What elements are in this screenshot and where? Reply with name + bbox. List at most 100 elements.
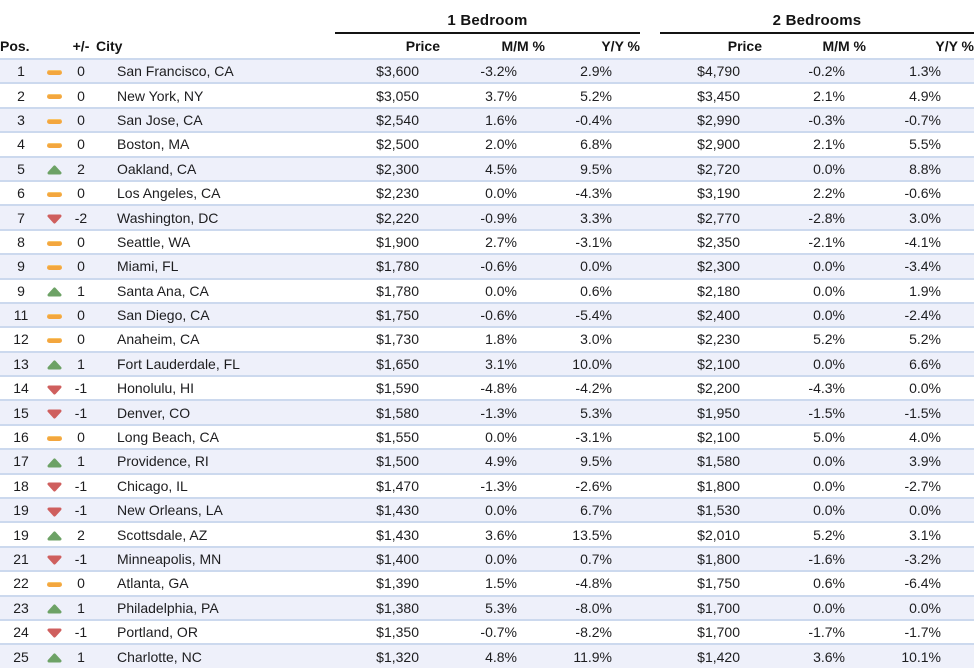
change-value: 0 — [77, 185, 85, 202]
br2-yy-pct: -4.1% — [904, 233, 942, 250]
pos-value: 23 — [13, 599, 29, 616]
br2-mm-pct: -1.7% — [808, 624, 845, 641]
br2-yy-pct: 1.9% — [909, 282, 942, 299]
br2-mm-pct: 0.0% — [813, 477, 845, 494]
up-arrow-icon — [47, 360, 61, 370]
table-row: 23 1 Philadelphia, PA $1,380 5.3% -8.0% $1,700… — [0, 595, 974, 620]
br2-yy-pct: -2.4% — [904, 307, 942, 324]
br2-price: $2,400 — [697, 307, 740, 324]
trend-cell — [42, 449, 66, 473]
group-gap — [640, 376, 660, 400]
br2-mm-pct: 0.6% — [813, 575, 845, 592]
br1-mm-pct: 4.9% — [485, 453, 517, 470]
br1-yy-pct: -3.1% — [575, 429, 612, 446]
br1-price: $1,590 — [376, 380, 419, 397]
br1-price: $1,390 — [376, 575, 419, 592]
city-name: Atlanta, GA — [117, 575, 189, 592]
br2-yy-pct: -2.7% — [904, 477, 942, 494]
br2-price: $1,800 — [697, 477, 740, 494]
br1-mm-pct: 3.6% — [485, 526, 517, 543]
table-row: 16 0 Long Beach, CA $1,550 0.0% -3.1% $2,100 5.… — [0, 424, 974, 450]
flat-dash-icon — [46, 143, 62, 149]
br1-price: $1,650 — [376, 355, 419, 372]
br1-yy-pct: 13.5% — [572, 526, 612, 543]
br1-yy-pct: 0.6% — [580, 282, 612, 299]
br2-price: $1,700 — [697, 599, 740, 616]
br2-price: $2,180 — [697, 282, 740, 299]
group-gap — [640, 279, 660, 303]
br2-price: $3,190 — [697, 185, 740, 202]
city-name: Portland, OR — [117, 624, 198, 641]
group-gap — [640, 474, 660, 498]
br1-mm-pct: 0.0% — [485, 185, 517, 202]
column-header-trend — [42, 33, 66, 59]
pos-value: 3 — [17, 111, 25, 128]
table-row: 24 -1 Portland, OR $1,350 -0.7% -8.2% $1,700 -1… — [0, 619, 974, 645]
br1-mm-pct: -3.2% — [480, 63, 517, 80]
trend-cell — [42, 547, 66, 571]
down-arrow-icon — [47, 385, 61, 395]
group-header-1-bedroom: 1 Bedroom — [335, 0, 640, 34]
trend-cell — [42, 596, 66, 620]
br2-mm-pct: -2.1% — [808, 233, 845, 250]
change-value: 0 — [77, 258, 85, 275]
trend-cell — [42, 83, 66, 107]
table-row: 17 1 Providence, RI $1,500 4.9% 9.5% $1,580 0.0… — [0, 449, 974, 474]
br2-mm-pct: 3.6% — [813, 649, 845, 666]
change-value: -1 — [74, 477, 88, 494]
group-gap — [640, 547, 660, 571]
city-name: New Orleans, LA — [117, 502, 223, 519]
br1-yy-pct: 9.5% — [580, 160, 612, 177]
table-row: 8 0 Seattle, WA $1,900 2.7% -3.1% $2,350 -2.1% -… — [0, 229, 974, 255]
br1-mm-pct: -0.9% — [480, 209, 517, 226]
flat-dash-icon — [46, 265, 62, 271]
column-header-change: +/- — [72, 37, 90, 54]
br2-mm-pct: 0.0% — [813, 453, 845, 470]
br2-mm-pct: 2.2% — [813, 185, 845, 202]
br1-price: $2,220 — [376, 209, 419, 226]
pos-value: 16 — [13, 429, 29, 446]
trend-cell — [42, 522, 66, 546]
br1-yy-pct: 5.3% — [580, 404, 612, 421]
up-arrow-icon — [47, 287, 61, 297]
group-gap — [640, 327, 660, 351]
br2-yy-pct: -1.5% — [904, 404, 942, 421]
change-value: 0 — [77, 331, 85, 348]
change-value: -1 — [74, 551, 88, 567]
br2-price: $2,900 — [697, 136, 740, 153]
city-name: Chicago, IL — [117, 477, 188, 494]
pos-value: 18 — [13, 477, 29, 494]
pos-value: 1 — [17, 63, 25, 80]
table-row: 5 2 Oakland, CA $2,300 4.5% 9.5% $2,720 0.0% 8.8… — [0, 156, 974, 181]
br2-mm-pct: 5.2% — [813, 526, 845, 543]
group-gap — [640, 108, 660, 132]
table-row: 12 0 Anaheim, CA $1,730 1.8% 3.0% $2,230 5.2% 5.… — [0, 327, 974, 352]
table-row: 21 -1 Minneapolis, MN $1,400 0.0% 0.7% $1,800 -… — [0, 546, 974, 572]
br2-price: $2,100 — [697, 429, 740, 446]
br1-mm-pct: 4.5% — [485, 160, 517, 177]
city-name: Santa Ana, CA — [117, 282, 209, 299]
group-gap — [640, 620, 660, 644]
pos-value: 17 — [13, 453, 29, 470]
city-name: Boston, MA — [117, 136, 190, 153]
trend-cell — [42, 132, 66, 156]
br1-mm-pct: -1.3% — [480, 477, 517, 494]
br1-price: $1,430 — [376, 526, 419, 543]
table-row: 7 -2 Washington, DC $2,220 -0.9% 3.3% $2,770 -2… — [0, 205, 974, 230]
br1-yy-pct: -3.1% — [575, 233, 612, 250]
pos-value: 24 — [13, 624, 29, 641]
table-row: 19 2 Scottsdale, AZ $1,430 3.6% 13.5% $2,010 5.… — [0, 522, 974, 547]
change-value: 1 — [77, 355, 85, 372]
br1-mm-pct: -1.3% — [480, 404, 517, 421]
br2-mm-pct: 5.0% — [813, 429, 845, 446]
pos-value: 19 — [13, 526, 29, 543]
br2-yy-pct: 1.3% — [909, 63, 942, 80]
down-arrow-icon — [47, 628, 61, 638]
br1-yy-pct: -0.4% — [575, 111, 612, 128]
trend-cell — [42, 400, 66, 424]
br1-price: $2,540 — [376, 111, 419, 128]
table-row: 4 0 Boston, MA $2,500 2.0% 6.8% $2,900 2.1% 5.5% — [0, 132, 974, 157]
br1-yy-pct: 0.0% — [580, 258, 612, 275]
pos-value: 19 — [13, 502, 29, 519]
br1-price: $1,380 — [376, 599, 419, 616]
